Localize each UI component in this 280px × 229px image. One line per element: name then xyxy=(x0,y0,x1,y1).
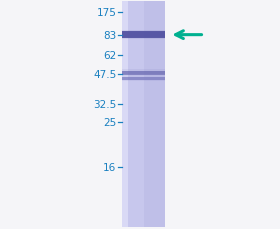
Bar xyxy=(159,2,160,227)
Text: 25: 25 xyxy=(103,117,116,128)
Bar xyxy=(132,2,133,227)
Bar xyxy=(138,2,139,227)
Bar xyxy=(136,2,137,227)
Bar xyxy=(157,2,158,227)
Bar xyxy=(128,2,129,227)
Bar xyxy=(149,2,150,227)
Bar xyxy=(124,2,125,227)
Bar xyxy=(157,2,158,227)
Bar xyxy=(130,2,132,227)
Bar xyxy=(150,2,151,227)
Bar xyxy=(146,2,147,227)
Bar xyxy=(141,2,142,227)
Bar xyxy=(153,2,154,227)
Bar xyxy=(129,2,130,227)
Bar xyxy=(128,2,129,227)
Bar xyxy=(156,2,157,227)
Bar xyxy=(135,2,136,227)
Bar xyxy=(141,2,142,227)
Bar xyxy=(134,2,135,227)
Bar xyxy=(122,76,165,82)
Bar xyxy=(147,2,148,227)
Bar xyxy=(160,2,161,227)
Bar xyxy=(142,2,143,227)
Bar xyxy=(161,2,162,227)
Bar xyxy=(125,2,127,227)
Bar xyxy=(159,2,160,227)
Bar xyxy=(143,2,144,227)
Bar xyxy=(151,2,152,227)
Bar xyxy=(122,77,165,81)
Bar xyxy=(158,2,159,227)
Bar xyxy=(122,72,165,75)
Bar xyxy=(122,71,165,75)
Bar xyxy=(162,2,163,227)
Bar xyxy=(133,2,134,227)
Bar xyxy=(164,2,165,227)
Bar xyxy=(146,2,147,227)
Bar xyxy=(123,2,124,227)
Bar xyxy=(122,2,165,227)
Bar xyxy=(122,32,165,39)
Bar xyxy=(122,31,165,40)
Bar xyxy=(154,2,155,227)
Bar xyxy=(152,2,153,227)
Bar xyxy=(131,2,132,227)
Bar xyxy=(162,2,163,227)
Bar xyxy=(145,2,146,227)
Bar xyxy=(143,2,144,227)
Bar xyxy=(136,2,137,227)
Text: 175: 175 xyxy=(96,8,116,18)
Text: 47.5: 47.5 xyxy=(93,69,116,79)
Bar xyxy=(155,2,156,227)
Bar xyxy=(154,2,155,227)
Bar xyxy=(140,2,141,227)
Bar xyxy=(122,2,123,227)
Bar xyxy=(137,2,138,227)
Bar xyxy=(130,2,131,227)
Text: 83: 83 xyxy=(103,30,116,41)
Bar xyxy=(122,33,165,38)
Bar xyxy=(122,70,165,76)
Bar xyxy=(163,2,164,227)
Text: 16: 16 xyxy=(103,162,116,172)
Bar xyxy=(138,2,139,227)
Bar xyxy=(125,2,126,227)
Bar xyxy=(133,2,134,227)
Bar xyxy=(148,2,149,227)
Bar xyxy=(164,2,165,227)
Bar xyxy=(127,2,128,227)
Bar xyxy=(151,2,153,227)
Bar xyxy=(126,2,127,227)
Bar xyxy=(122,78,165,80)
Bar xyxy=(139,2,140,227)
Text: 62: 62 xyxy=(103,51,116,61)
Text: 32.5: 32.5 xyxy=(93,99,116,109)
Bar xyxy=(144,2,145,227)
Bar xyxy=(149,2,150,227)
